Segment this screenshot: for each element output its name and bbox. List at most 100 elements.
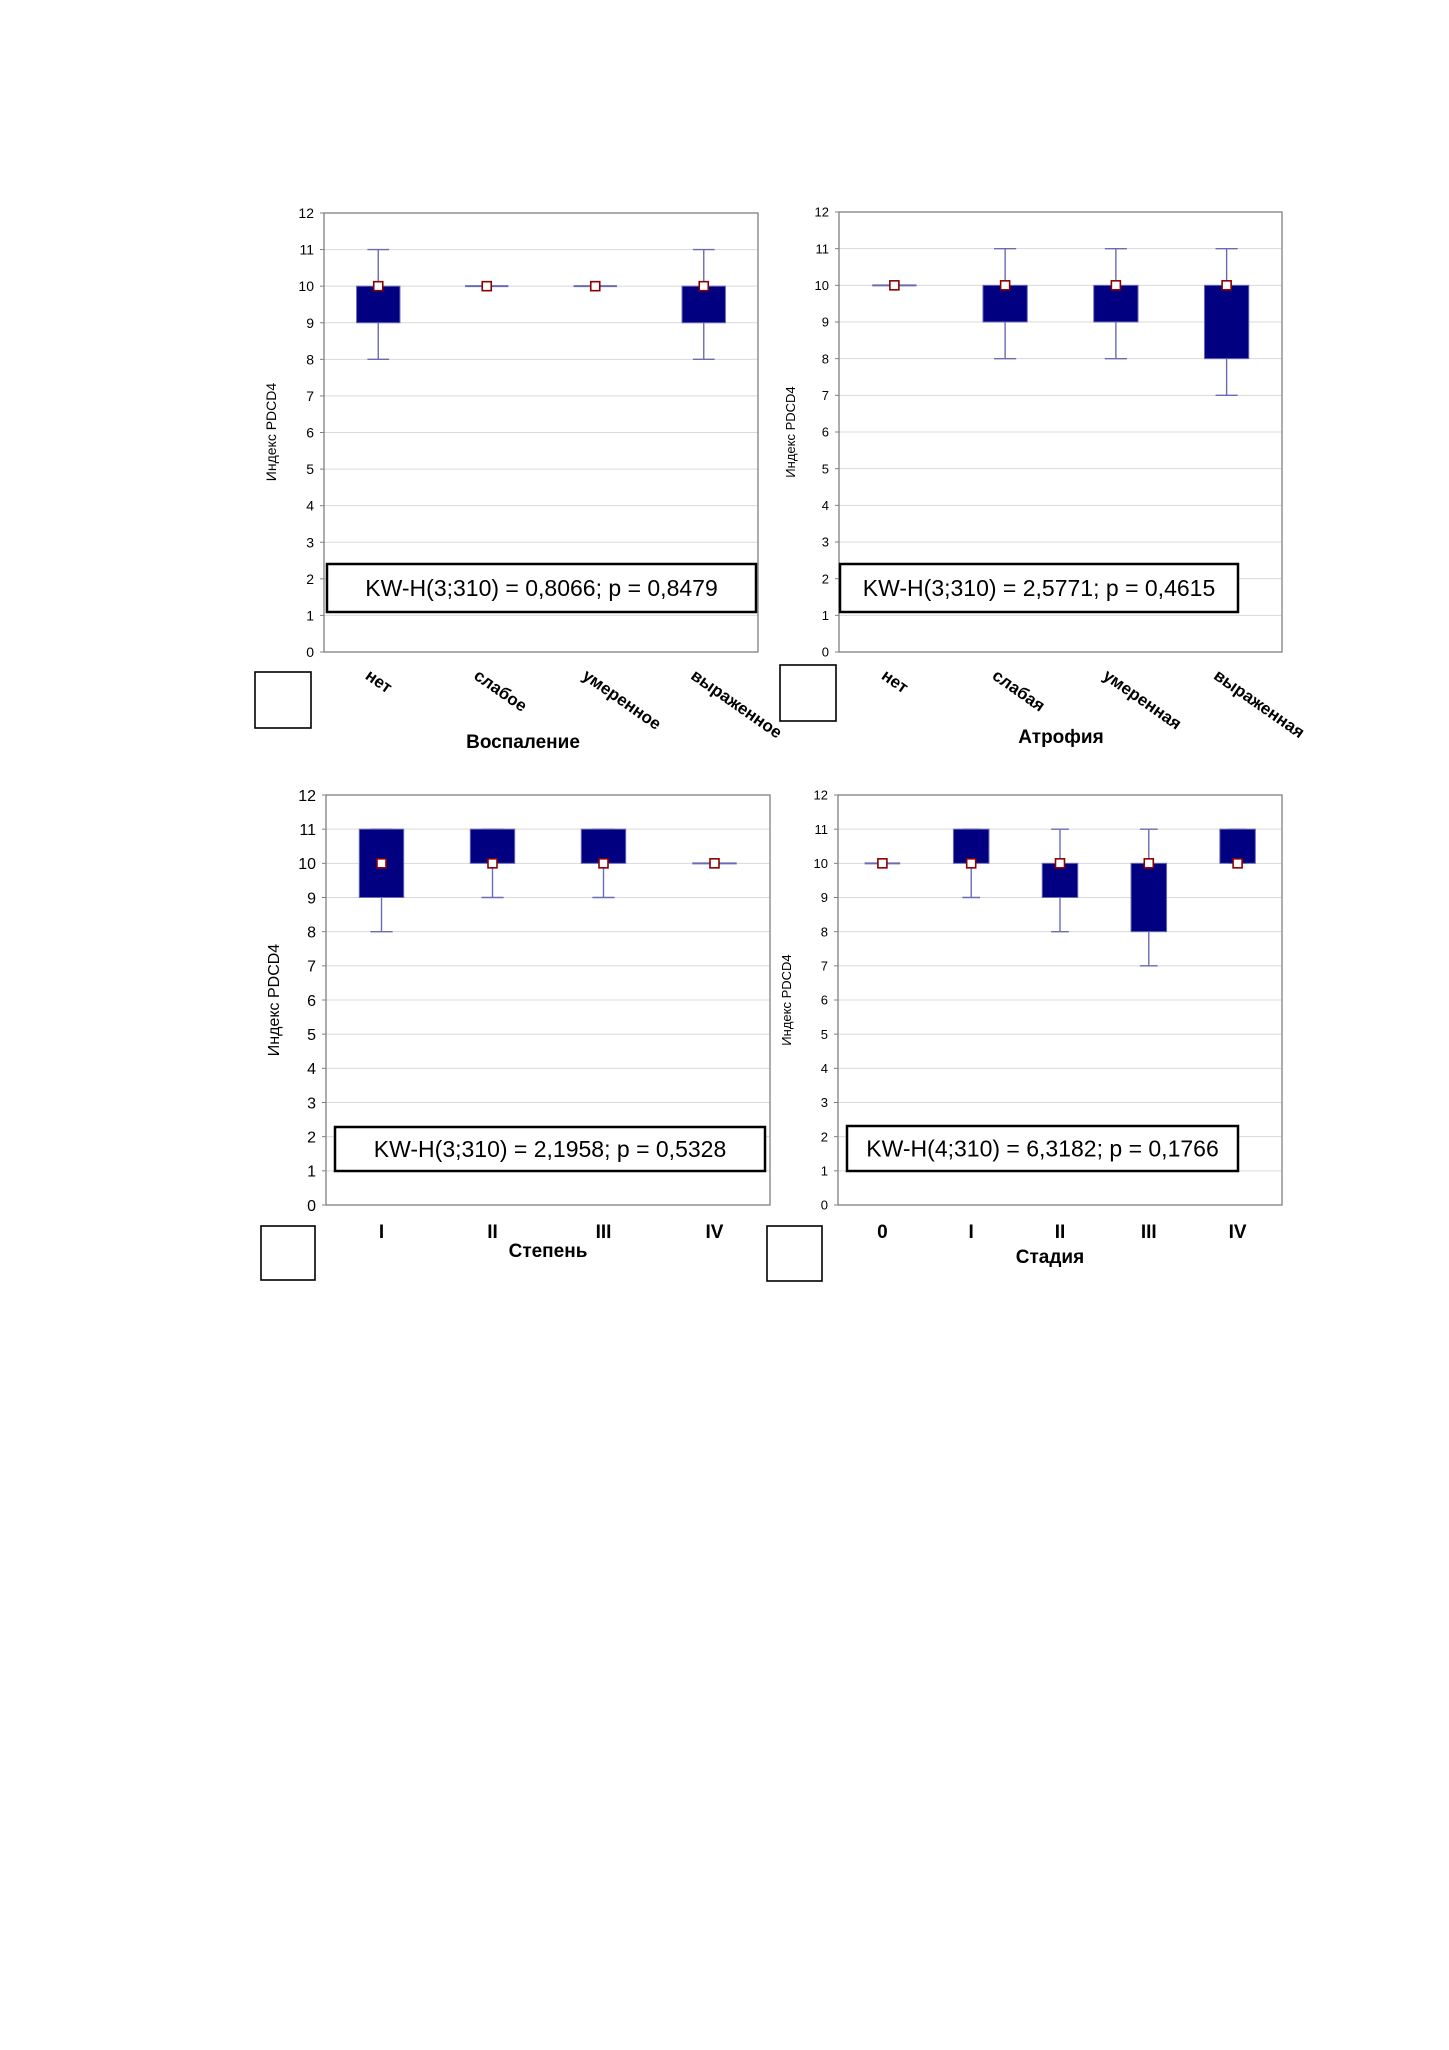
y-tick-label: 8 [307, 924, 316, 941]
stats-annotation-text: KW-H(3;310) = 2,5771; p = 0,4615 [863, 575, 1215, 601]
y-tick-label: 3 [307, 1095, 316, 1112]
y-tick-label: 0 [306, 644, 314, 660]
median-marker [999, 280, 1011, 291]
median-marker [481, 280, 493, 292]
y-tick-label: 7 [306, 388, 314, 404]
x-category-label: выраженное [687, 666, 785, 743]
y-axis-label: Индекс PDCD4 [779, 954, 794, 1045]
y-tick-label: 5 [821, 1027, 828, 1042]
x-category-label: слабое [470, 666, 530, 716]
box-iqr [681, 285, 726, 324]
y-tick-label: 12 [298, 205, 314, 221]
y-tick-label: 11 [815, 822, 829, 837]
x-category-label: слабая [989, 666, 1049, 716]
y-tick-label: 7 [307, 959, 316, 976]
box-iqr [580, 828, 627, 864]
y-tick-label: 4 [821, 1061, 828, 1076]
y-tick-label: 3 [306, 534, 314, 550]
x-category-label: III [596, 1222, 612, 1243]
y-tick-label: 7 [822, 388, 829, 403]
median-marker [589, 280, 601, 292]
stats-annotation-text: KW-H(3;310) = 0,8066; p = 0,8479 [365, 575, 717, 601]
x-category-label: выраженная [1210, 666, 1308, 742]
legend-box [766, 1225, 823, 1282]
median-marker [965, 858, 977, 869]
box-iqr [1130, 862, 1168, 933]
median-marker [709, 858, 720, 869]
box-iqr [982, 284, 1028, 323]
y-tick-label: 10 [815, 278, 829, 293]
median-marker [487, 858, 498, 869]
x-axis-label: Атрофия [1018, 727, 1103, 748]
y-axis-label: Индекс PDCD4 [783, 386, 798, 477]
median-marker [1110, 280, 1122, 291]
x-category-label: 0 [877, 1222, 888, 1243]
x-category-label: I [379, 1222, 384, 1243]
x-category-label: II [1055, 1222, 1066, 1243]
stats-annotation-box [325, 562, 758, 614]
y-tick-label: 12 [814, 788, 828, 803]
y-tick-label: 6 [822, 425, 829, 440]
y-tick-label: 6 [821, 993, 828, 1008]
legend-box [254, 671, 312, 729]
box-iqr [356, 285, 401, 324]
y-tick-label: 11 [299, 822, 316, 839]
x-category-label: нет [362, 666, 396, 698]
median-marker [1054, 858, 1066, 869]
x-category-label: нет [878, 666, 912, 698]
median-marker [1232, 858, 1243, 869]
y-tick-label: 1 [307, 1164, 316, 1181]
y-tick-label: 2 [307, 1129, 316, 1146]
y-tick-label: 2 [306, 571, 314, 587]
y-tick-label: 8 [822, 351, 829, 366]
y-tick-label: 12 [298, 788, 316, 805]
y-tick-label: 3 [822, 535, 829, 550]
stats-annotation-box [838, 562, 1240, 614]
x-category-label: III [1141, 1222, 1157, 1243]
median-marker [698, 280, 710, 292]
y-tick-label: 9 [821, 890, 828, 905]
y-tick-label: 10 [298, 856, 316, 873]
y-tick-label: 0 [307, 1198, 316, 1215]
y-tick-label: 2 [822, 571, 829, 586]
stats-annotation-box [333, 1125, 767, 1173]
stats-annotation-box [845, 1124, 1240, 1173]
y-tick-label: 0 [821, 1198, 828, 1213]
median-marker [877, 858, 888, 869]
box-iqr [469, 828, 516, 864]
y-tick-label: 5 [822, 461, 829, 476]
y-tick-label: 9 [306, 315, 314, 331]
y-tick-label: 5 [307, 1027, 316, 1044]
y-tick-label: 0 [822, 645, 829, 660]
x-category-label: IV [1229, 1222, 1247, 1243]
y-tick-label: 1 [306, 607, 314, 623]
x-category-label: IV [706, 1222, 724, 1243]
y-tick-label: 6 [307, 993, 316, 1010]
y-tick-label: 10 [814, 856, 828, 871]
box-iqr [1093, 284, 1139, 323]
legend-box [779, 664, 837, 722]
median-marker [1221, 280, 1232, 291]
x-axis-label: Воспаление [466, 732, 580, 753]
stats-annotation-text: KW-H(3;310) = 2,1958; p = 0,5328 [374, 1136, 726, 1162]
median-marker [1143, 858, 1155, 869]
legend-box [260, 1225, 316, 1281]
y-tick-label: 1 [821, 1164, 828, 1179]
median-marker [372, 280, 384, 292]
y-tick-label: 4 [307, 1061, 316, 1078]
y-tick-label: 8 [306, 351, 314, 367]
x-category-label: умеренная [1100, 666, 1185, 734]
y-tick-label: 9 [822, 315, 829, 330]
box-iqr [952, 828, 990, 864]
y-tick-label: 3 [821, 1095, 828, 1110]
y-tick-label: 11 [299, 242, 314, 258]
y-tick-label: 12 [815, 205, 829, 220]
y-tick-label: 11 [816, 241, 830, 256]
y-tick-label: 7 [821, 959, 828, 974]
x-category-label: умеренное [579, 666, 665, 734]
y-tick-label: 10 [298, 278, 314, 294]
